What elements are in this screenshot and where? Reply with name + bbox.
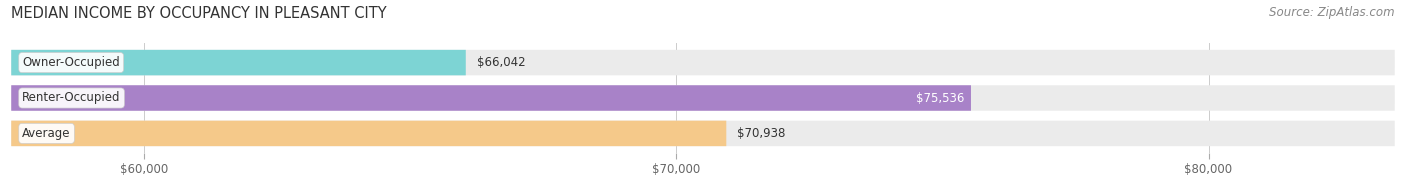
Text: Owner-Occupied: Owner-Occupied: [22, 56, 120, 69]
FancyBboxPatch shape: [11, 85, 1395, 111]
FancyBboxPatch shape: [11, 50, 1395, 75]
Text: $70,938: $70,938: [737, 127, 786, 140]
Text: $75,536: $75,536: [915, 92, 965, 104]
FancyBboxPatch shape: [11, 50, 465, 75]
FancyBboxPatch shape: [11, 121, 727, 146]
Text: $66,042: $66,042: [477, 56, 526, 69]
Text: MEDIAN INCOME BY OCCUPANCY IN PLEASANT CITY: MEDIAN INCOME BY OCCUPANCY IN PLEASANT C…: [11, 6, 387, 21]
FancyBboxPatch shape: [11, 85, 972, 111]
Text: Source: ZipAtlas.com: Source: ZipAtlas.com: [1270, 6, 1395, 19]
FancyBboxPatch shape: [11, 121, 1395, 146]
Text: Average: Average: [22, 127, 70, 140]
Text: Renter-Occupied: Renter-Occupied: [22, 92, 121, 104]
